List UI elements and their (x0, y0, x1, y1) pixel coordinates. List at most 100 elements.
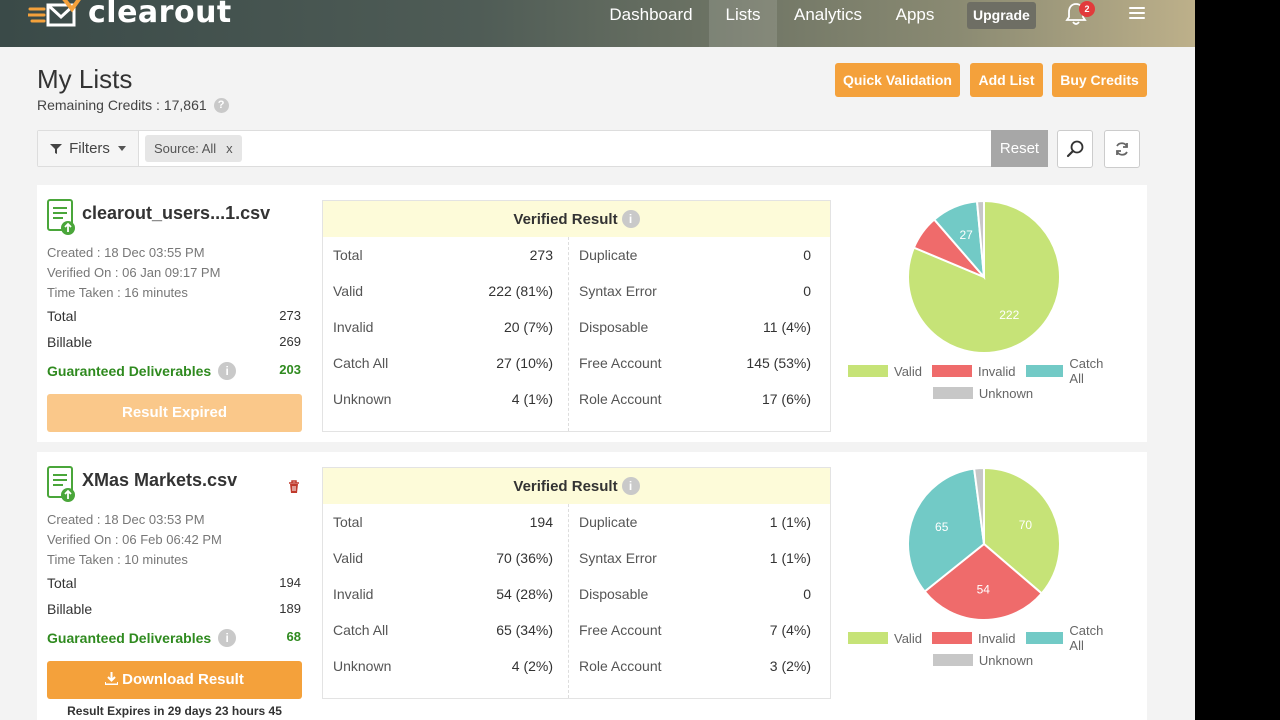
hamburger-menu-icon[interactable] (1129, 7, 1145, 21)
remaining-credits-text: Remaining Credits : 17,861 (37, 97, 207, 113)
search-button[interactable] (1057, 130, 1093, 168)
upgrade-button[interactable]: Upgrade (967, 2, 1036, 29)
result-value: 70 (36%) (496, 550, 553, 566)
list-file-name[interactable]: clearout_users...1.csv (82, 203, 271, 223)
result-row: Invalid 54 (28%) (323, 576, 567, 612)
info-icon[interactable]: i (218, 629, 237, 647)
pie-legend: Valid Invalid Catch All Unknown (843, 356, 1123, 404)
page-title: My Lists (37, 64, 133, 94)
legend-valid[interactable]: Valid (848, 631, 922, 646)
download-result-button[interactable]: Download Result (47, 661, 302, 699)
result-value: 194 (529, 514, 553, 530)
legend-label: Unknown (978, 652, 1034, 668)
list-billable: Billable 269 (47, 334, 301, 350)
logo-icon (28, 0, 81, 27)
list-time-taken: Time Taken : 16 minutes (47, 285, 188, 300)
pie-slice-unknown[interactable] (975, 199, 985, 278)
guaranteed-deliverables: Guaranteed Deliverables i 68 (47, 629, 301, 647)
quick-validation-button[interactable]: Quick Validation (835, 63, 960, 97)
buy-credits-button[interactable]: Buy Credits (1052, 63, 1147, 97)
legend-catch-all[interactable]: Catch All (1025, 623, 1118, 653)
list-created: Created : 18 Dec 03:53 PM (47, 512, 205, 527)
source-filter-chip: Source: All x (145, 135, 242, 162)
result-label: Free Account (579, 355, 662, 371)
legend-invalid[interactable]: Invalid (931, 630, 1016, 646)
guaranteed-deliverables-value: 203 (279, 362, 301, 377)
result-value: 273 (529, 247, 553, 263)
file-upload-icon (47, 466, 75, 502)
list-total-value: 273 (279, 308, 301, 323)
verified-result-left-column: Total 273 Valid 222 (81%) Invalid 20 (7%) C… (323, 237, 567, 431)
reset-button[interactable]: Reset (991, 130, 1048, 167)
legend-label: Invalid (977, 630, 1016, 646)
nav-lists[interactable]: Lists (709, 0, 777, 47)
legend-swatch (932, 387, 973, 399)
result-expired-button: Result Expired (47, 394, 302, 432)
info-icon[interactable]: i (621, 210, 640, 228)
top-navbar: clearout Dashboard Lists Analytics Apps … (0, 0, 1195, 47)
verified-result-table: Verified Result i Total 194 Valid 70 (36%)… (322, 467, 831, 699)
result-label: Valid (333, 550, 364, 566)
filters-dropdown[interactable]: Filters (38, 131, 139, 166)
result-value: 0 (803, 586, 811, 602)
result-label: Free Account (579, 622, 662, 638)
result-value: 1 (1%) (769, 514, 811, 530)
list-file-name[interactable]: XMas Markets.csv (82, 470, 238, 490)
result-row: Catch All 65 (34%) (323, 612, 567, 648)
nav-apps[interactable]: Apps (895, 5, 935, 24)
list-billable-value: 189 (279, 601, 301, 616)
pie-slice-catch-all[interactable] (907, 467, 986, 593)
legend-valid[interactable]: Valid (848, 364, 922, 379)
result-value: 145 (53%) (746, 355, 811, 371)
chip-remove-icon[interactable]: x (226, 141, 233, 156)
result-row: Syntax Error 0 (569, 273, 831, 309)
remaining-credits: Remaining Credits : 17,861 ? (37, 97, 229, 113)
result-row: Valid 70 (36%) (323, 540, 567, 576)
legend-invalid[interactable]: Invalid (931, 364, 1016, 379)
help-icon[interactable]: ? (213, 97, 229, 113)
legend-catch-all[interactable]: Catch All (1025, 356, 1118, 386)
legend-label: Valid (894, 630, 922, 646)
result-row: Role Account 3 (2%) (569, 648, 831, 684)
filter-bar: Filters Source: All x Reset (37, 130, 1048, 167)
info-icon[interactable]: i (218, 362, 237, 380)
add-list-button[interactable]: Add List (970, 63, 1043, 97)
verified-result-right-column: Duplicate 1 (1%) Syntax Error 1 (1%) Dispo… (568, 504, 831, 698)
pie-slice-valid[interactable] (983, 466, 1061, 595)
pie-slice-label: 27 (959, 228, 973, 242)
verified-result-left-column: Total 194 Valid 70 (36%) Invalid 54 (28%) C… (323, 504, 567, 698)
list-billable: Billable 189 (47, 601, 301, 617)
legend-label: Valid (894, 363, 922, 379)
pie-slice-label: 222 (999, 308, 1019, 322)
pie-slice-unknown[interactable] (973, 466, 985, 545)
trash-icon[interactable] (288, 480, 300, 494)
result-label: Catch All (333, 355, 389, 371)
list-billable-label: Billable (47, 334, 93, 350)
result-row: Catch All 27 (10%) (323, 345, 567, 381)
legend-unknown[interactable]: Unknown (932, 386, 1033, 401)
pie-slice-invalid[interactable] (923, 542, 1044, 621)
list-verified-on: Verified On : 06 Feb 06:42 PM (47, 532, 222, 547)
pie-slice-label: 65 (935, 520, 949, 534)
filters-label: Filters (69, 140, 110, 157)
result-row: Valid 222 (81%) (323, 273, 567, 309)
guaranteed-deliverables-value: 68 (286, 629, 301, 644)
logo[interactable]: clearout (28, 0, 232, 32)
result-row: Duplicate 0 (569, 237, 831, 273)
legend-swatch (931, 365, 972, 377)
result-row: Duplicate 1 (1%) (569, 504, 831, 540)
info-icon[interactable]: i (621, 477, 640, 495)
list-created: Created : 18 Dec 03:55 PM (47, 245, 205, 260)
nav-analytics[interactable]: Analytics (793, 5, 863, 24)
download-icon (104, 672, 120, 686)
result-row: Free Account 7 (4%) (569, 612, 831, 648)
refresh-button[interactable] (1104, 130, 1140, 168)
list-total-label: Total (47, 308, 77, 324)
guaranteed-deliverables: Guaranteed Deliverables i 203 (47, 362, 301, 380)
legend-unknown[interactable]: Unknown (932, 652, 1034, 668)
result-label: Unknown (333, 658, 392, 674)
result-label: Total (333, 247, 363, 263)
nav-dashboard[interactable]: Dashboard (609, 5, 693, 24)
result-label: Total (333, 514, 363, 530)
result-row: Unknown 4 (2%) (323, 648, 567, 684)
